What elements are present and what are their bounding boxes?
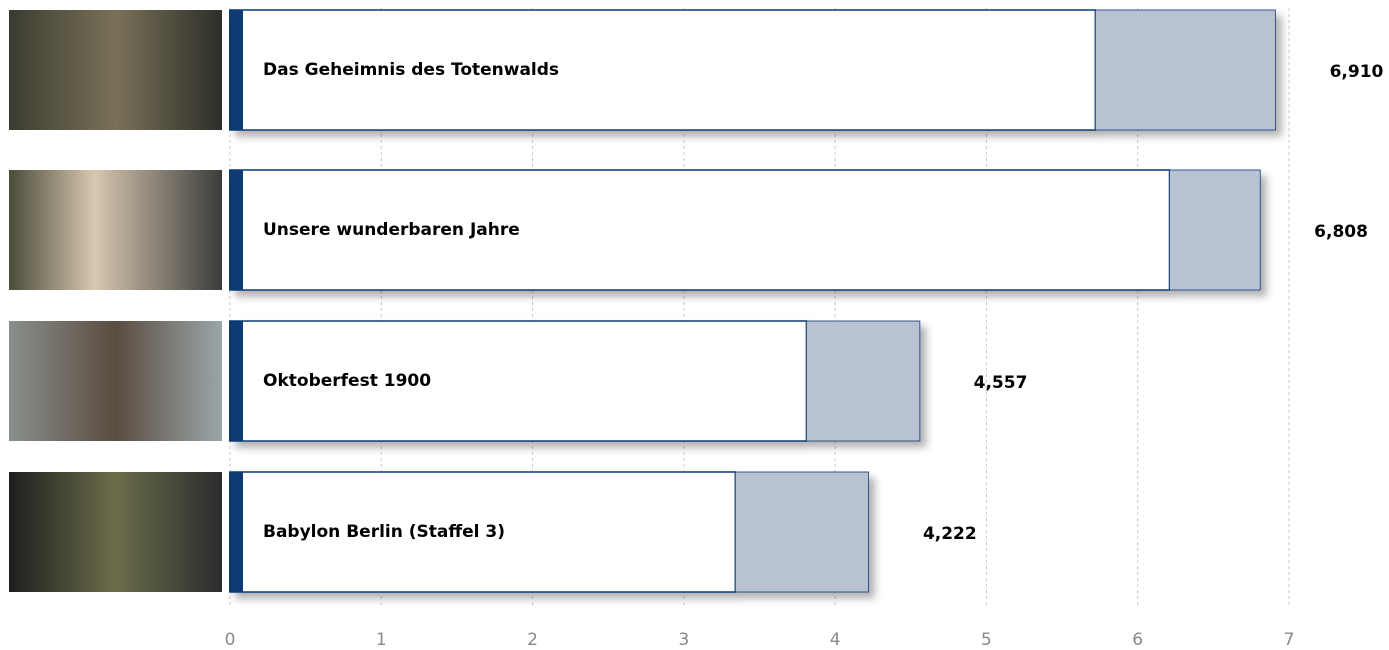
- thumbnail: [9, 170, 222, 290]
- chart: 0 1 2 3 4 5 6 7 Das Geheimnis des Totenwalds 6,9…: [0, 0, 1389, 650]
- x-tick-label: 6: [1132, 630, 1143, 650]
- category-label: Das Geheimnis des Totenwalds: [263, 60, 559, 80]
- x-tick-label: 0: [225, 630, 236, 650]
- bar-segment: [735, 472, 868, 592]
- total-label: 4,222: [923, 524, 977, 544]
- x-tick-label: 2: [527, 630, 538, 650]
- category-label: Unsere wunderbaren Jahre: [263, 220, 520, 240]
- x-tick-label: 1: [376, 630, 387, 650]
- thumbnail: [9, 321, 222, 441]
- bar-edge: [229, 10, 243, 130]
- total-label: 6,808: [1314, 222, 1368, 242]
- thumbnail: [9, 472, 222, 592]
- x-tick-label: 5: [981, 630, 992, 650]
- total-label: 4,557: [974, 373, 1028, 393]
- category-label: Babylon Berlin (Staffel 3): [263, 522, 505, 542]
- thumbnail: [9, 10, 222, 130]
- bar-segment: [1169, 170, 1260, 290]
- x-tick-label: 4: [830, 630, 841, 650]
- bars: Das Geheimnis des Totenwalds 6,910 Unsere …: [229, 10, 1384, 592]
- total-label: 6,910: [1330, 62, 1384, 82]
- bar-edge: [229, 472, 243, 592]
- bar-edge: [229, 321, 243, 441]
- bar-edge: [229, 170, 243, 290]
- category-label: Oktoberfest 1900: [263, 371, 431, 391]
- x-tick-label: 7: [1284, 630, 1295, 650]
- bar-segment: [1095, 10, 1275, 130]
- x-tick-label: 3: [678, 630, 689, 650]
- bar-segment: [806, 321, 919, 441]
